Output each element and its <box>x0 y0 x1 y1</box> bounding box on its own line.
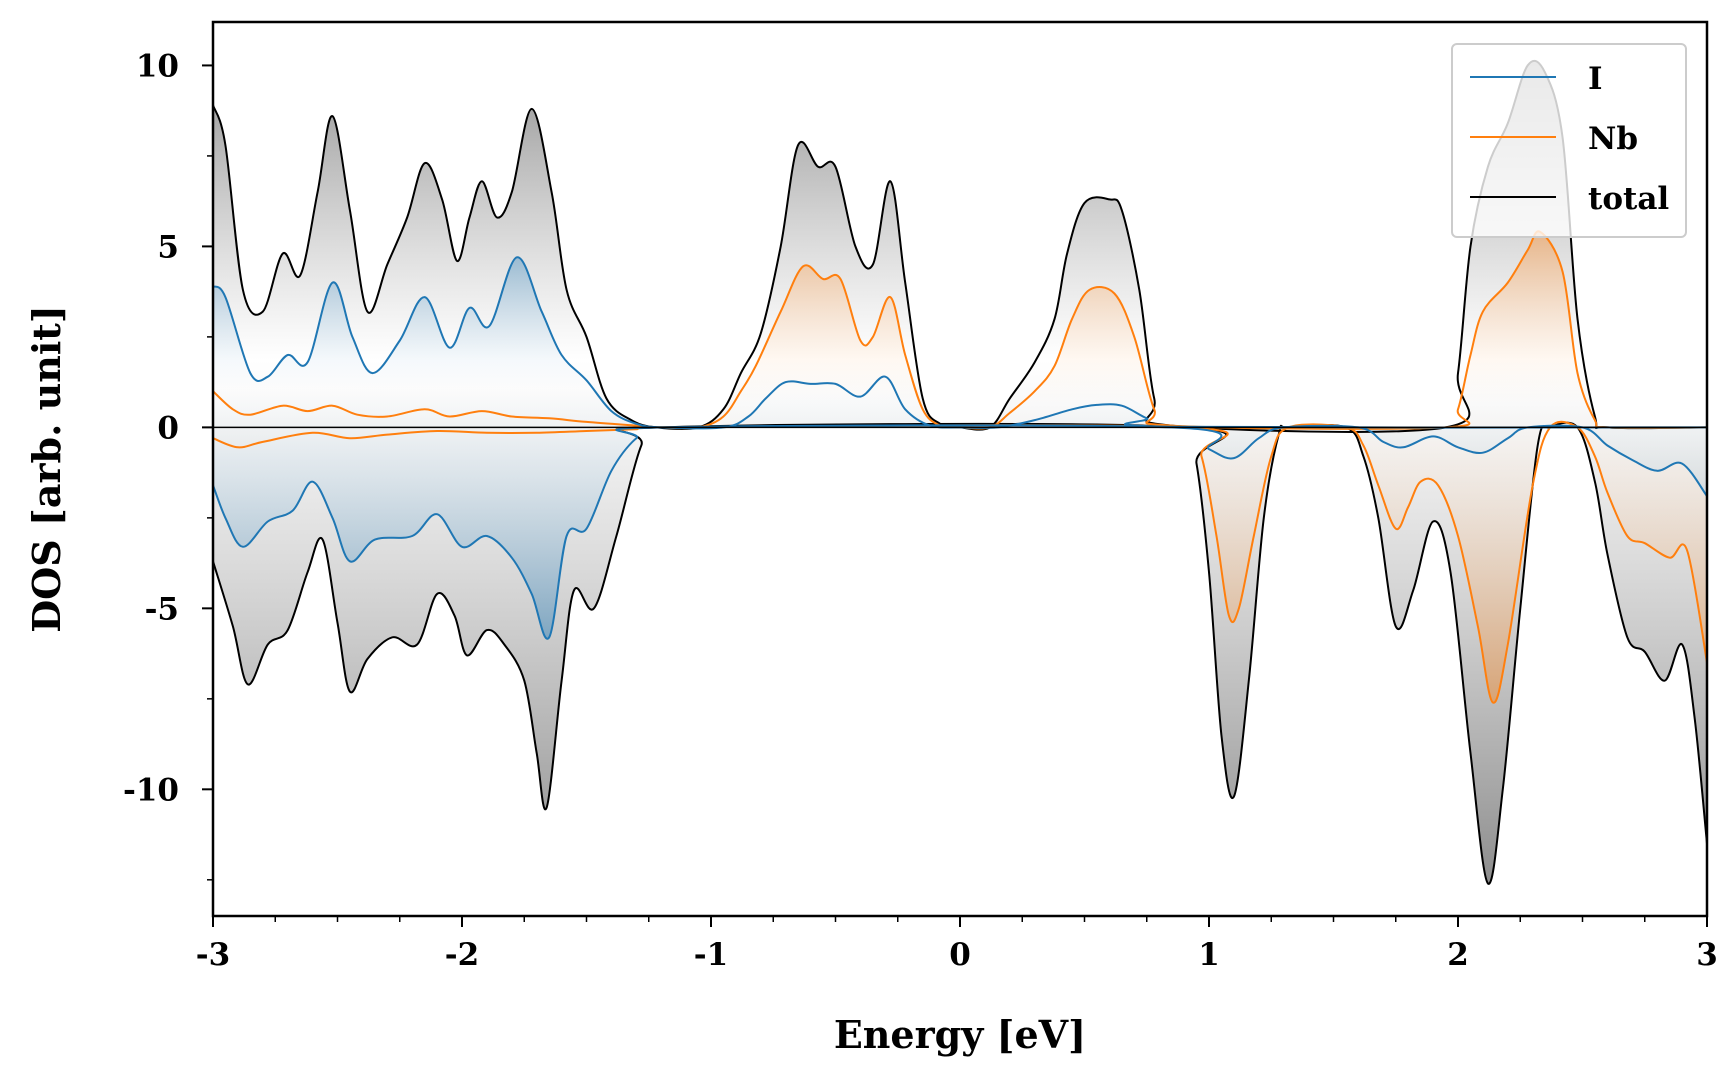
series-line-total-down <box>213 421 1707 885</box>
y-tick-label: 10 <box>136 48 179 84</box>
series-line-total-up <box>213 59 1707 433</box>
series-line-Nb-up <box>213 230 1707 430</box>
x-tick-label: 0 <box>949 937 971 973</box>
y-tick-label: -5 <box>145 591 179 627</box>
x-tick-label: -2 <box>445 937 479 973</box>
fill-Nb-up <box>213 231 1707 429</box>
legend-label-Nb: Nb <box>1588 121 1638 157</box>
x-tick-label: 1 <box>1198 937 1220 973</box>
x-tick-label: 2 <box>1447 937 1469 973</box>
y-tick-label: -10 <box>123 772 179 808</box>
fill-I-down <box>213 425 1707 639</box>
legend-box <box>1451 43 1687 238</box>
legend-label-I: I <box>1588 61 1603 97</box>
x-axis-title: Energy [eV] <box>834 1012 1086 1057</box>
x-axis: -3 -2 -1 0 1 2 3 <box>196 916 1718 973</box>
x-tick-label: 3 <box>1696 937 1718 973</box>
y-tick-label: 5 <box>157 229 179 265</box>
x-tick-label: -1 <box>694 937 728 973</box>
y-tick-label: 0 <box>157 410 179 446</box>
fill-total-down <box>213 422 1707 884</box>
y-axis: -10 -5 0 5 10 <box>123 48 213 881</box>
legend: I Nb total <box>1451 43 1687 238</box>
x-tick-label: -3 <box>196 937 230 973</box>
y-axis-title: DOS [arb. unit] <box>24 305 69 633</box>
fill-I-up <box>213 257 1707 429</box>
legend-label-total: total <box>1588 181 1669 217</box>
